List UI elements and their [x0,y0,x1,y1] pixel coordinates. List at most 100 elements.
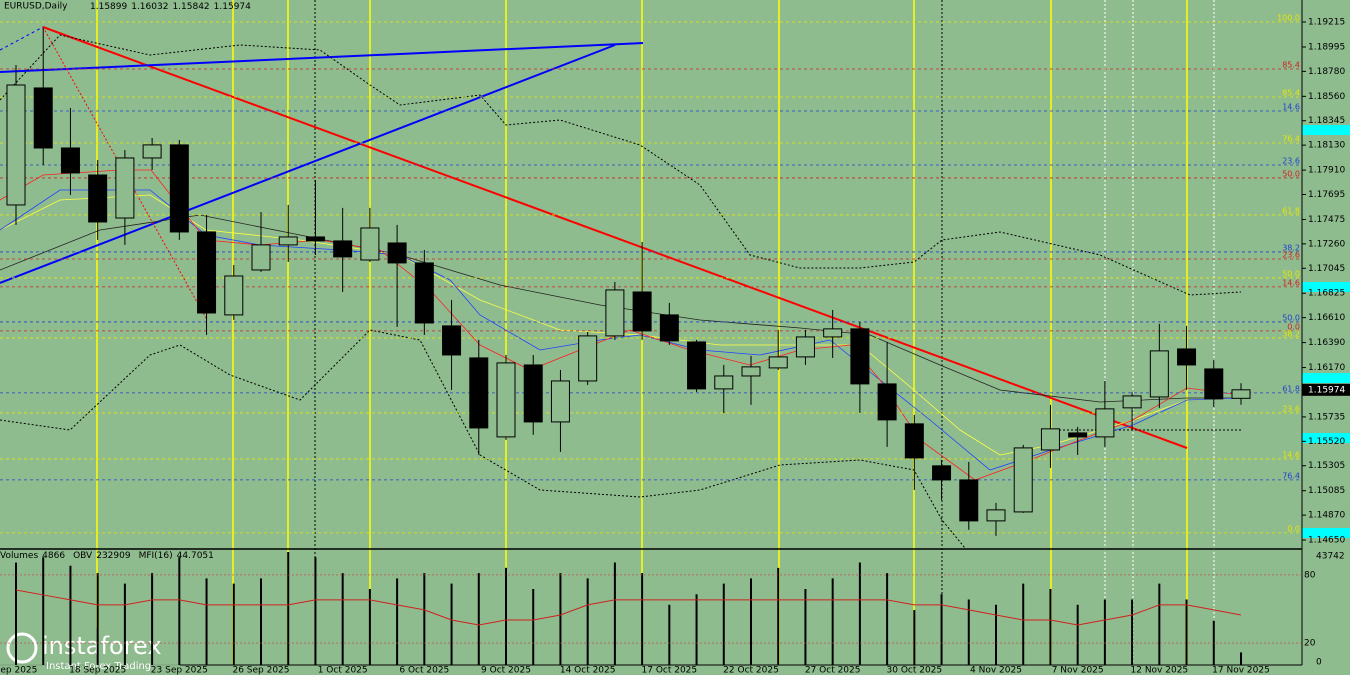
y-tick-label: 1.19215 [1308,18,1345,28]
candle-body [932,465,952,481]
fib-label: 50.0 [1282,313,1300,322]
fib-label: 38.2 [1282,329,1300,338]
y-tick-label: 1.18345 [1308,116,1345,126]
candle-body [224,275,244,316]
x-tick-label: 22 Oct 2025 [723,666,779,675]
candle-body [1040,428,1060,451]
trend-line [42,26,1188,449]
current-price-box [1302,383,1350,396]
candle-body [714,375,734,390]
x-tick-label: 30 Oct 2025 [887,666,943,675]
ohlc-header: 1.15899 1.16032 1.15842 1.15974 [90,2,251,12]
logo [6,632,38,664]
candle-body [659,314,679,342]
volume-tick-label: 43742 [1316,552,1345,562]
fib-label: 23.6 [1282,157,1300,166]
ohlc-value: 1.15974 [214,2,251,12]
candle-body [414,262,434,324]
price-box [1302,282,1350,292]
band-lower [0,329,966,549]
tagline: Instant Forex Trading [46,661,151,672]
y-tick-label: 1.16390 [1308,338,1345,348]
brand: instaforex [42,632,162,660]
fib-label: 50.0 [1282,269,1300,278]
x-tick-label: 9 Oct 2025 [481,666,531,675]
fib-label: 23.6 [1282,404,1300,413]
indicator-header: Volumes 4866 OBV 232909 MFI(16) 44.7051 [0,551,214,561]
fib-label: 14.6 [1282,278,1300,287]
zigzag [0,26,44,51]
y-tick-label: 1.18130 [1308,141,1345,151]
trend-line [0,42,644,73]
x-tick-label: 4 Nov 2025 [970,666,1022,675]
candle-body [1068,432,1088,438]
candle-body [360,227,380,261]
y-tick-label: 1.14650 [1308,536,1345,546]
candle-body [442,325,462,356]
y-tick-label: 1.16825 [1308,289,1345,299]
candle-body [333,240,353,258]
fib-label: 76.4 [1282,134,1300,143]
current-price: 1.15974 [1308,385,1345,395]
y-tick-label: 1.17910 [1308,166,1345,176]
x-tick-label: 18 Sep 2025 [69,666,126,675]
candle-body [632,291,652,332]
candle-body [523,364,543,423]
indicator-value: 4866 [42,551,65,561]
x-tick-label: 14 Oct 2025 [560,666,616,675]
y-tick-label: 1.14870 [1308,511,1345,521]
y-tick-label: 1.16610 [1308,313,1345,323]
x-tick-label: 12 Nov 2025 [1131,666,1189,675]
price-box [1302,528,1350,538]
ohlc-value: 1.16032 [131,2,168,12]
fib-label: 100.0 [1277,14,1300,23]
x-tick-label: 26 Sep 2025 [232,666,289,675]
indicator-name: Volumes [0,551,38,561]
mfi-line [15,589,1242,626]
candle-body [877,383,897,421]
candle-body [904,423,924,459]
price-box [1302,373,1350,383]
fib-label: 61.8 [1282,384,1300,393]
fib-label: 23.6 [1282,250,1300,259]
indicator-name: OBV [73,551,93,561]
y-tick-label: 1.18995 [1308,42,1345,52]
indicator-value: 44.7051 [177,551,214,561]
candle-body [1149,350,1169,398]
x-tick-label: 7 Nov 2025 [1052,666,1104,675]
zigzag [42,26,207,319]
volume-tick-label: 0 [1316,658,1322,668]
y-tick-label: 1.16170 [1308,363,1345,373]
candle-body [959,479,979,522]
price-box [1302,433,1350,443]
chart-title: EURUSD,Daily [4,2,68,12]
candle-body [197,231,217,314]
moving-average [0,214,1241,403]
candle-body [88,174,108,223]
fib-label: 0.0 [1287,322,1300,331]
candle-body [605,289,625,337]
candle-body [33,87,53,149]
indicator-value: 232909 [96,551,131,561]
candle-body [1204,368,1224,400]
x-tick-label: 17 Oct 2025 [642,666,698,675]
x-tick-label: 1 Oct 2025 [318,666,368,675]
ohlc-value: 1.15842 [172,2,209,12]
candle-body [578,335,598,382]
candle-body [169,144,189,233]
candle-body [550,380,570,423]
y-tick-label: 1.15305 [1308,461,1345,471]
y-tick-label: 1.15520 [1308,437,1345,447]
x-tick-label: 27 Oct 2025 [805,666,861,675]
candle-body [687,341,707,390]
candle-body [741,366,761,377]
watermark: instaforex Instant Forex Trading [0,628,180,675]
x-tick-label: 6 Oct 2025 [399,666,449,675]
candle-body [469,357,489,429]
y-tick-label: 1.15085 [1308,486,1345,496]
candle-body [496,362,516,438]
fib-label: 14.6 [1282,102,1300,111]
x-tick-label: 23 Sep 2025 [151,666,208,675]
